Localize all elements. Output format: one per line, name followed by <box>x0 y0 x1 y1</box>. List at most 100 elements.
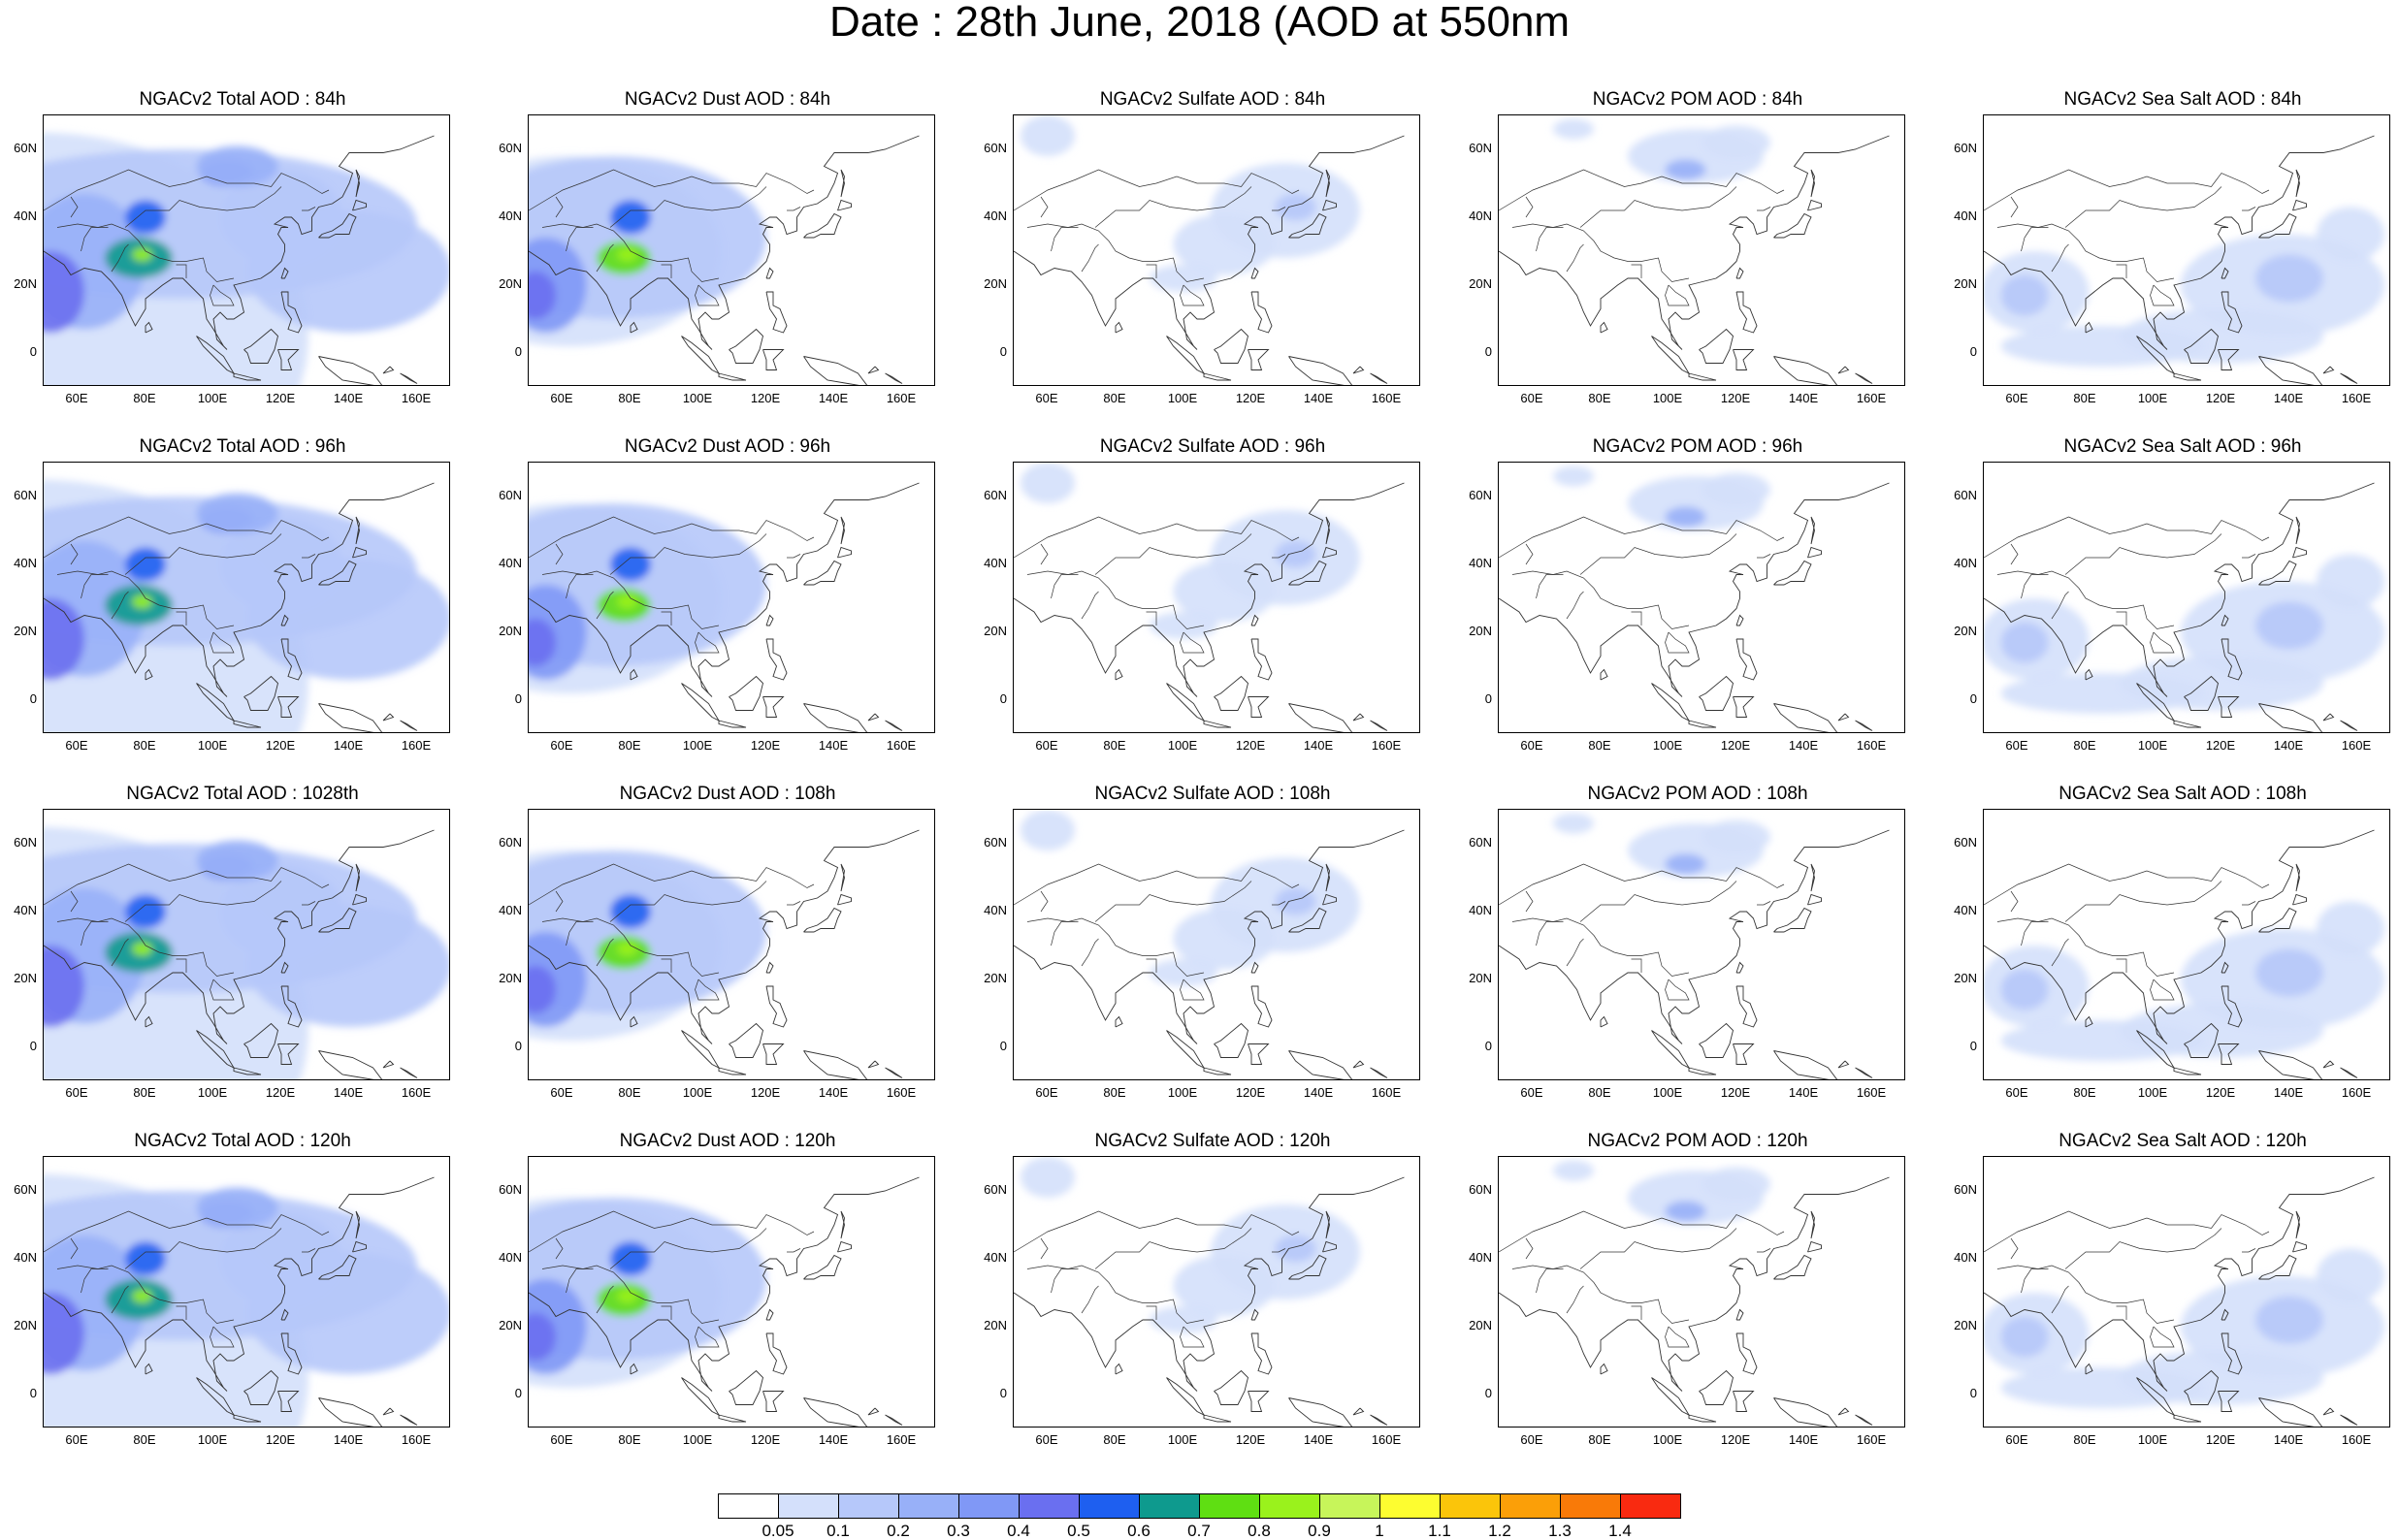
aod-patch <box>610 894 651 929</box>
country-border <box>582 917 720 977</box>
country-border <box>1665 979 1690 1001</box>
aod-field <box>529 503 766 693</box>
lon-tick-label: 120E <box>1720 738 1751 753</box>
coastline <box>630 1015 638 1028</box>
coastline <box>1499 829 1890 1044</box>
aod-map <box>1984 135 2384 385</box>
coastline <box>1370 1067 1388 1078</box>
coastline <box>1810 1210 1815 1239</box>
colorbar-label: 0.6 <box>1127 1522 1151 1540</box>
country-border <box>44 863 330 906</box>
country-border <box>1566 591 1584 620</box>
coastline <box>1807 1240 1822 1253</box>
lon-tick-label: 80E <box>133 1432 156 1447</box>
coastline <box>1735 638 1758 681</box>
aod-patch <box>132 1289 152 1303</box>
lat-tick-label: 40N <box>1954 903 1977 917</box>
aod-patch <box>1665 853 1706 875</box>
coastline <box>243 1022 278 1058</box>
lat-tick-label: 0 <box>29 344 37 359</box>
lon-tick-label: 140E <box>2273 1085 2304 1100</box>
aod-patch <box>44 598 84 680</box>
lat-tick-label: 60N <box>499 488 522 502</box>
panel-title: NGACv2 Dust AOD : 108h <box>619 784 836 804</box>
coastline <box>1214 328 1248 364</box>
country-border <box>2242 554 2256 559</box>
coastline <box>196 1030 236 1070</box>
colorbar-label: 0.2 <box>887 1522 910 1540</box>
lon-tick-label: 160E <box>1856 1085 1887 1100</box>
country-border <box>1665 284 1690 306</box>
lon-tick-label: 60E <box>1520 1432 1543 1447</box>
country-border <box>97 917 235 977</box>
lon-tick-label: 160E <box>2341 1432 2372 1447</box>
lat-tick-label: 40N <box>14 1250 37 1265</box>
map-panel: NGACv2 Sulfate AOD : 120h 60N 40N 20N 0 60E 80… <box>970 1131 1445 1447</box>
lon-tick-label: 100E <box>197 738 228 753</box>
lat-tick-label: 20N <box>14 1318 37 1332</box>
coastline <box>1325 863 1330 892</box>
lon-tick-label: 100E <box>1652 1085 1683 1100</box>
country-border <box>1094 533 1252 575</box>
coastline <box>1735 985 1758 1028</box>
country-border <box>609 533 767 575</box>
lat-tick-label: 60N <box>14 141 37 155</box>
coastline <box>277 696 300 718</box>
country-border <box>1026 223 1069 228</box>
country-border <box>2051 938 2069 967</box>
lon-tick-label: 140E <box>1788 738 1819 753</box>
coastline <box>681 1030 721 1070</box>
country-border <box>1081 591 1099 620</box>
map-panel: NGACv2 Sea Salt AOD : 120h 60N 40N 20N 0 60E 8… <box>1940 1131 2399 1447</box>
aod-patch <box>132 247 152 262</box>
colorbar-label: 0.8 <box>1248 1522 1271 1540</box>
coastline <box>803 1254 842 1280</box>
coastline <box>1855 720 1873 731</box>
country-border <box>1051 574 1079 599</box>
country-border <box>1146 1305 1157 1320</box>
coastline <box>2322 1060 2335 1069</box>
lon-tick-label: 120E <box>1720 1085 1751 1100</box>
aod-patch <box>1702 1167 1770 1202</box>
colorbar-label: 1.4 <box>1608 1522 1632 1540</box>
map-panel: NGACv2 Sulfate AOD : 96h 60N 40N 20N 0 60E 80E… <box>970 436 1445 753</box>
aod-patch <box>1665 159 1706 180</box>
country-border <box>695 1326 720 1348</box>
coastline <box>1288 212 1327 239</box>
country-border <box>661 264 672 278</box>
country-border <box>2010 1237 2019 1260</box>
aod-patch <box>2255 254 2323 303</box>
country-border <box>1996 1265 2039 1269</box>
lat-tick-label: 20N <box>14 276 37 291</box>
map-frame <box>1498 1156 1905 1428</box>
coastline <box>277 1391 300 1412</box>
lon-tick-label: 80E <box>1588 1085 1611 1100</box>
coastline <box>681 1377 721 1417</box>
coastline <box>1688 720 1717 728</box>
coastline <box>2136 683 2176 722</box>
country-border <box>1014 863 1300 906</box>
coastline <box>1688 1414 1717 1423</box>
coastline <box>2292 893 2307 906</box>
lat-tick-label: 0 <box>29 691 37 706</box>
country-border <box>1067 917 1205 977</box>
lat-tick-label: 0 <box>514 691 522 706</box>
aod-field <box>529 850 766 1041</box>
lat-tick-label: 40N <box>1469 209 1492 223</box>
lon-tick-label: 80E <box>1103 1085 1126 1100</box>
coastline <box>1370 372 1388 384</box>
coastline <box>1499 1176 1890 1392</box>
lon-tick-label: 60E <box>550 738 573 753</box>
country-border <box>1081 243 1099 273</box>
country-border <box>596 591 614 620</box>
lat-tick-label: 60N <box>499 1182 522 1197</box>
lat-tick-label: 40N <box>499 209 522 223</box>
aod-map <box>1984 1176 2384 1427</box>
coastline <box>840 1210 845 1239</box>
country-border <box>2010 543 2019 565</box>
map-frame <box>1013 462 1420 733</box>
coastline <box>1248 1391 1270 1412</box>
map-frame <box>1498 114 1905 386</box>
colorbar-label: 0.3 <box>947 1522 970 1540</box>
coastline <box>2136 336 2176 375</box>
